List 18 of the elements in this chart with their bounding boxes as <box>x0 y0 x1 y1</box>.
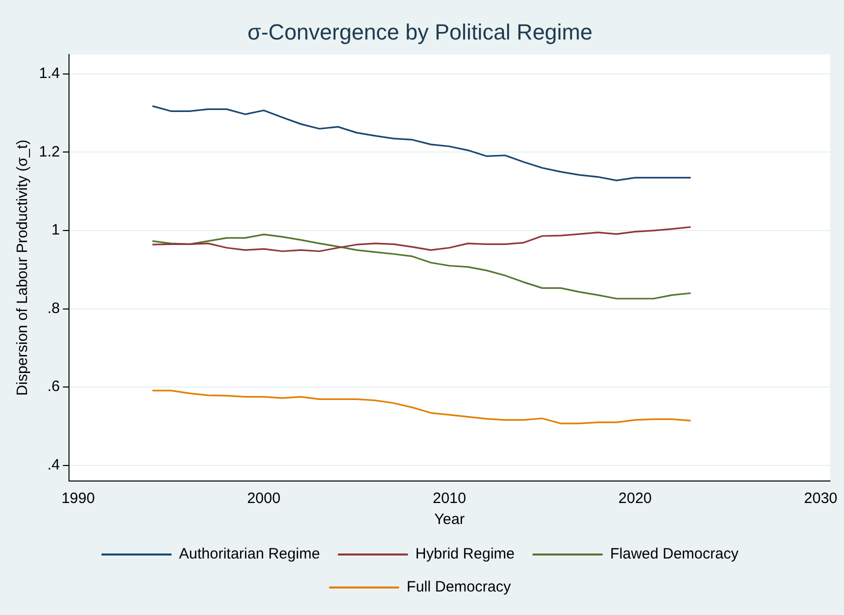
y-tick-label: 1.4 <box>38 65 60 82</box>
x-tick-label: 2020 <box>618 490 652 508</box>
x-tick-label: 1990 <box>61 490 95 508</box>
chart-title: σ-Convergence by Political Regime <box>248 19 592 44</box>
y-tick-label: .8 <box>47 300 60 317</box>
legend-label: Hybrid Regime <box>415 546 515 563</box>
y-tick-label: .4 <box>47 456 60 474</box>
y-axis-title: Dispersion of Labour Productivity (σ_t) <box>14 140 32 396</box>
y-tick-label: .6 <box>47 378 60 396</box>
legend-label: Authoritarian Regime <box>179 546 320 563</box>
y-tick-label: 1 <box>52 222 60 239</box>
x-tick-label: 2030 <box>804 490 838 508</box>
x-tick-label: 2010 <box>432 490 466 508</box>
y-tick-label: 1.2 <box>38 143 60 160</box>
legend-label: Flawed Democracy <box>610 546 739 563</box>
legend-label: Full Democracy <box>406 578 512 596</box>
x-axis-title: Year <box>434 511 465 528</box>
x-tick-label: 2000 <box>247 490 280 508</box>
